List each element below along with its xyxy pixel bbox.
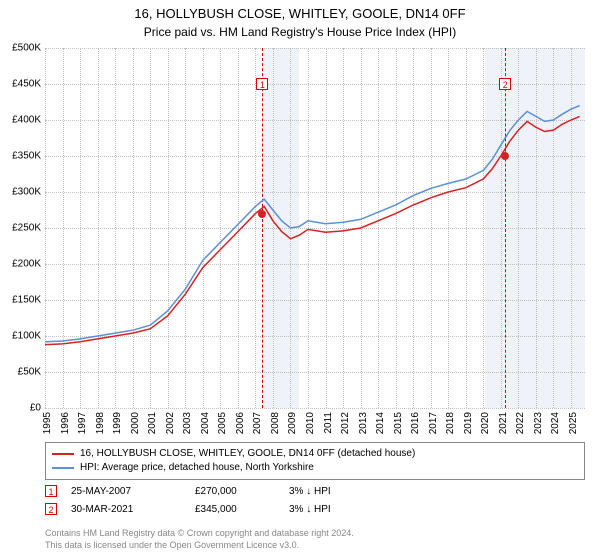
- x-axis-label: 2020: [480, 412, 491, 434]
- y-axis-label: £0: [30, 403, 41, 414]
- x-axis-label: 2013: [358, 412, 369, 434]
- x-axis-label: 1999: [112, 412, 123, 434]
- event-row: 1 25-MAY-2007 £270,000 3% ↓ HPI: [45, 482, 585, 500]
- x-axis-label: 2021: [498, 412, 509, 434]
- event-date: 25-MAY-2007: [71, 486, 181, 497]
- event-price: £270,000: [195, 486, 275, 497]
- y-axis-label: £500K: [12, 43, 41, 54]
- x-axis-label: 2014: [375, 412, 386, 434]
- x-axis-label: 2018: [445, 412, 456, 434]
- event-date: 30-MAR-2021: [71, 504, 181, 515]
- event-row: 2 30-MAR-2021 £345,000 3% ↓ HPI: [45, 500, 585, 518]
- x-axis-label: 2023: [533, 412, 544, 434]
- x-axis-label: 1998: [95, 412, 106, 434]
- x-axis-label: 2025: [568, 412, 579, 434]
- footer-line: This data is licensed under the Open Gov…: [45, 540, 585, 552]
- y-axis-label: £400K: [12, 115, 41, 126]
- x-axis-label: 2003: [182, 412, 193, 434]
- legend-label: 16, HOLLYBUSH CLOSE, WHITLEY, GOOLE, DN1…: [80, 447, 415, 461]
- legend-swatch: [52, 453, 74, 455]
- x-axis-label: 2008: [270, 412, 281, 434]
- legend-swatch: [52, 467, 74, 469]
- legend-row: 16, HOLLYBUSH CLOSE, WHITLEY, GOOLE, DN1…: [52, 447, 578, 461]
- y-axis-label: £250K: [12, 223, 41, 234]
- x-axis-label: 2006: [235, 412, 246, 434]
- y-axis-label: £450K: [12, 79, 41, 90]
- chart-title: 16, HOLLYBUSH CLOSE, WHITLEY, GOOLE, DN1…: [0, 0, 600, 23]
- y-axis-label: £300K: [12, 187, 41, 198]
- x-axis-label: 2007: [252, 412, 263, 434]
- chart-plot: £0£50K£100K£150K£200K£250K£300K£350K£400…: [45, 48, 585, 408]
- x-axis-label: 1997: [77, 412, 88, 434]
- x-axis-label: 2010: [305, 412, 316, 434]
- x-axis-label: 2024: [550, 412, 561, 434]
- event-delta: 3% ↓ HPI: [289, 486, 379, 497]
- x-axis-label: 2000: [130, 412, 141, 434]
- series-line-hpi: [45, 106, 580, 342]
- x-axis-label: 1995: [42, 412, 53, 434]
- series-line-property: [45, 116, 580, 344]
- event-index: 1: [45, 485, 57, 497]
- x-axis-label: 2002: [165, 412, 176, 434]
- x-axis-label: 2022: [515, 412, 526, 434]
- x-axis-label: 2011: [323, 412, 334, 434]
- x-axis-label: 2004: [200, 412, 211, 434]
- event-index: 2: [45, 503, 57, 515]
- event-table: 1 25-MAY-2007 £270,000 3% ↓ HPI 2 30-MAR-2021…: [45, 482, 585, 518]
- y-axis-label: £50K: [18, 367, 41, 378]
- event-price: £345,000: [195, 504, 275, 515]
- x-axis-label: 2016: [410, 412, 421, 434]
- x-axis-label: 2001: [147, 412, 158, 434]
- chart-subtitle: Price paid vs. HM Land Registry's House …: [0, 23, 600, 39]
- legend: 16, HOLLYBUSH CLOSE, WHITLEY, GOOLE, DN1…: [45, 442, 585, 480]
- x-axis-label: 1996: [60, 412, 71, 434]
- y-axis-label: £100K: [12, 331, 41, 342]
- x-axis-label: 2012: [340, 412, 351, 434]
- x-axis-label: 2005: [217, 412, 228, 434]
- x-axis-label: 2015: [393, 412, 404, 434]
- footer-attribution: Contains HM Land Registry data © Crown c…: [45, 528, 585, 551]
- y-axis-label: £150K: [12, 295, 41, 306]
- legend-row: HPI: Average price, detached house, Nort…: [52, 461, 578, 475]
- legend-label: HPI: Average price, detached house, Nort…: [80, 461, 314, 475]
- event-delta: 3% ↓ HPI: [289, 504, 379, 515]
- x-axis-label: 2019: [463, 412, 474, 434]
- x-axis-label: 2009: [287, 412, 298, 434]
- y-axis-label: £200K: [12, 259, 41, 270]
- x-axis-label: 2017: [428, 412, 439, 434]
- y-axis-label: £350K: [12, 151, 41, 162]
- footer-line: Contains HM Land Registry data © Crown c…: [45, 528, 585, 540]
